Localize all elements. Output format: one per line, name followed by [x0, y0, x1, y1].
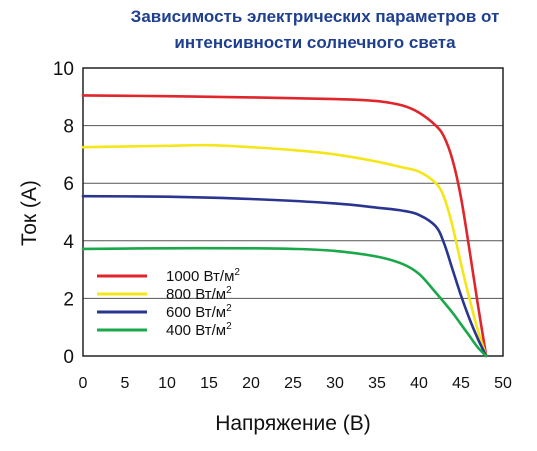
y-tick-0: 0 [63, 347, 74, 368]
series-line-3 [81, 246, 488, 358]
y-axis-label: Ток (А) [18, 180, 41, 246]
y-tick-4: 4 [63, 232, 74, 253]
legend-label-2: 600 Вт/м2 [166, 303, 232, 321]
x-tick-15: 15 [200, 375, 218, 392]
series-line-2 [81, 194, 488, 358]
y-tick-8: 8 [63, 117, 74, 138]
legend-label-1: 800 Вт/м2 [166, 285, 232, 303]
y-tick-6: 6 [63, 174, 74, 195]
x-tick-5: 5 [121, 375, 130, 392]
series-layer [81, 94, 488, 358]
y-tick-10: 10 [53, 59, 74, 80]
x-tick-40: 40 [410, 375, 428, 392]
series-line-0 [81, 94, 488, 358]
x-tick-labels: 0 5 10 15 20 25 30 35 40 45 50 [79, 375, 512, 392]
plot-area-frame [82, 67, 504, 357]
x-tick-10: 10 [158, 375, 176, 392]
x-tick-20: 20 [242, 375, 260, 392]
chart-title-line-1: Зависимость электрических параметров от [131, 7, 500, 26]
x-tick-45: 45 [452, 375, 470, 392]
legend-label-3: 400 Вт/м2 [166, 321, 232, 339]
series-line-1 [81, 143, 488, 358]
x-tick-30: 30 [326, 375, 344, 392]
x-tick-50: 50 [494, 375, 512, 392]
x-tick-35: 35 [368, 375, 386, 392]
y-tick-2: 2 [63, 289, 74, 310]
x-tick-25: 25 [284, 375, 302, 392]
legend-label-0: 1000 Вт/м2 [166, 267, 240, 285]
gridlines [83, 125, 503, 299]
x-tick-0: 0 [79, 375, 88, 392]
x-axis-label: Напряжение (В) [215, 412, 371, 435]
y-tick-labels: 0 2 4 6 8 10 [53, 59, 75, 368]
chart-title-line-2: интенсивности солнечного света [174, 33, 456, 52]
